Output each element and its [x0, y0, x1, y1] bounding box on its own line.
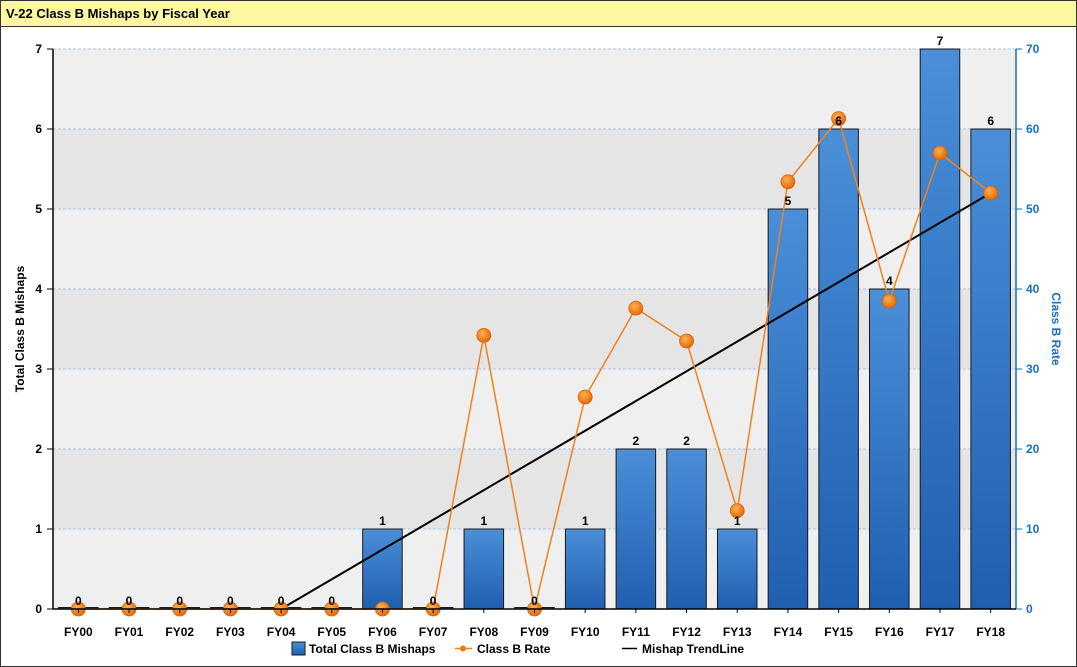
left-tick-label: 4 [35, 282, 42, 296]
rate-point [729, 503, 745, 519]
bar-value-label: 0 [227, 594, 234, 608]
bar-value-label: 5 [785, 194, 792, 208]
trend-line [280, 192, 992, 610]
x-tick-label: FY02 [165, 625, 194, 639]
left-axis-title: Total Class B Mishaps [13, 265, 27, 392]
right-tick-label: 60 [1026, 122, 1040, 136]
right-tick-label: 10 [1026, 522, 1040, 536]
plot-band [53, 129, 1016, 209]
bar [564, 528, 606, 610]
right-tick-label: 0 [1026, 602, 1033, 616]
x-tick-label: FY14 [774, 625, 803, 639]
bar-value-label: 0 [176, 594, 183, 608]
trend-line-segment [280, 192, 992, 610]
legend-label-trend: Mishap TrendLine [642, 642, 744, 656]
plot-band [53, 49, 1016, 129]
right-tick-label: 20 [1026, 442, 1040, 456]
rate-point [932, 145, 948, 161]
right-tick-label: 50 [1026, 202, 1040, 216]
right-tick-label: 70 [1026, 42, 1040, 56]
legend-label-bars: Total Class B Mishaps [309, 642, 436, 656]
right-tick-label: 30 [1026, 362, 1040, 376]
x-tick-label: FY13 [723, 625, 752, 639]
bar [869, 288, 910, 610]
legend-swatch-bars [291, 641, 306, 656]
bar [463, 528, 505, 610]
bar [666, 448, 707, 610]
left-tick-label: 7 [35, 42, 42, 56]
bar-value-label: 6 [987, 114, 994, 128]
chart-title: V-22 Class B Mishaps by Fiscal Year [1, 1, 1076, 27]
left-tick-label: 5 [35, 202, 42, 216]
bar-value-label: 6 [835, 114, 842, 128]
x-tick-label: FY11 [622, 625, 650, 639]
bar-value-label: 1 [379, 514, 386, 528]
bar-value-label: 4 [886, 274, 893, 288]
x-tick-label: FY08 [469, 625, 498, 639]
left-tick-label: 2 [35, 442, 42, 456]
x-tick-label: FY01 [115, 625, 144, 639]
x-tick-label: FY05 [317, 625, 346, 639]
x-tick-label: FY03 [216, 625, 245, 639]
bar-value-label: 0 [328, 594, 335, 608]
bar-value-label: 7 [937, 34, 944, 48]
x-tick-label: FY04 [267, 625, 296, 639]
rate-point [476, 327, 492, 343]
bar-value-label: 0 [278, 594, 285, 608]
x-tick-label: FY00 [64, 625, 93, 639]
x-tick-label: FY07 [419, 625, 448, 639]
bar-value-label: 1 [480, 514, 487, 528]
right-axis-title: Class B Rate [1049, 292, 1063, 366]
x-tick-label: FY16 [875, 625, 904, 639]
bar-value-label: 1 [734, 514, 741, 528]
bar [818, 128, 859, 610]
x-tick-label: FY12 [672, 625, 701, 639]
x-tick-label: FY18 [976, 625, 1005, 639]
rate-point [679, 333, 694, 349]
left-tick-label: 6 [35, 122, 42, 136]
rate-point [628, 300, 644, 316]
bar-value-label: 1 [582, 514, 589, 528]
bar-value-label: 0 [75, 594, 82, 608]
left-tick-label: 1 [35, 522, 42, 536]
legend: Total Class B Mishaps Class B Rate Mishap … [291, 641, 744, 656]
legend-label-rate: Class B Rate [477, 642, 551, 656]
legend-marker-rate [460, 645, 466, 652]
x-tick-label: FY09 [520, 625, 549, 639]
bar-series [58, 48, 1011, 610]
right-tick-label: 40 [1026, 282, 1040, 296]
data-labels: 0 0 0 0 0 0 1 0 1 0 1 2 2 1 5 6 4 7 6 [75, 34, 994, 608]
bar-value-label: 0 [531, 594, 538, 608]
bar [716, 528, 758, 610]
plot-band [53, 209, 1016, 289]
rate-point [881, 293, 897, 309]
x-tick-label: FY15 [824, 625, 853, 639]
x-tick-label: FY06 [368, 625, 397, 639]
bar [970, 128, 1011, 610]
bar [767, 208, 809, 610]
x-tick-label: FY17 [926, 625, 955, 639]
bar [919, 48, 961, 610]
x-tick-label: FY10 [571, 625, 600, 639]
rate-point [780, 174, 796, 190]
rate-point [577, 389, 593, 405]
bar-value-label: 2 [633, 434, 640, 448]
bar-value-label: 2 [683, 434, 690, 448]
rate-point [983, 185, 999, 201]
bar [615, 448, 657, 610]
left-tick-label: 3 [35, 362, 42, 376]
bar-value-label: 0 [126, 594, 133, 608]
bar-value-label: 0 [430, 594, 437, 608]
rate-point [831, 111, 847, 126]
left-tick-label: 0 [35, 602, 42, 616]
